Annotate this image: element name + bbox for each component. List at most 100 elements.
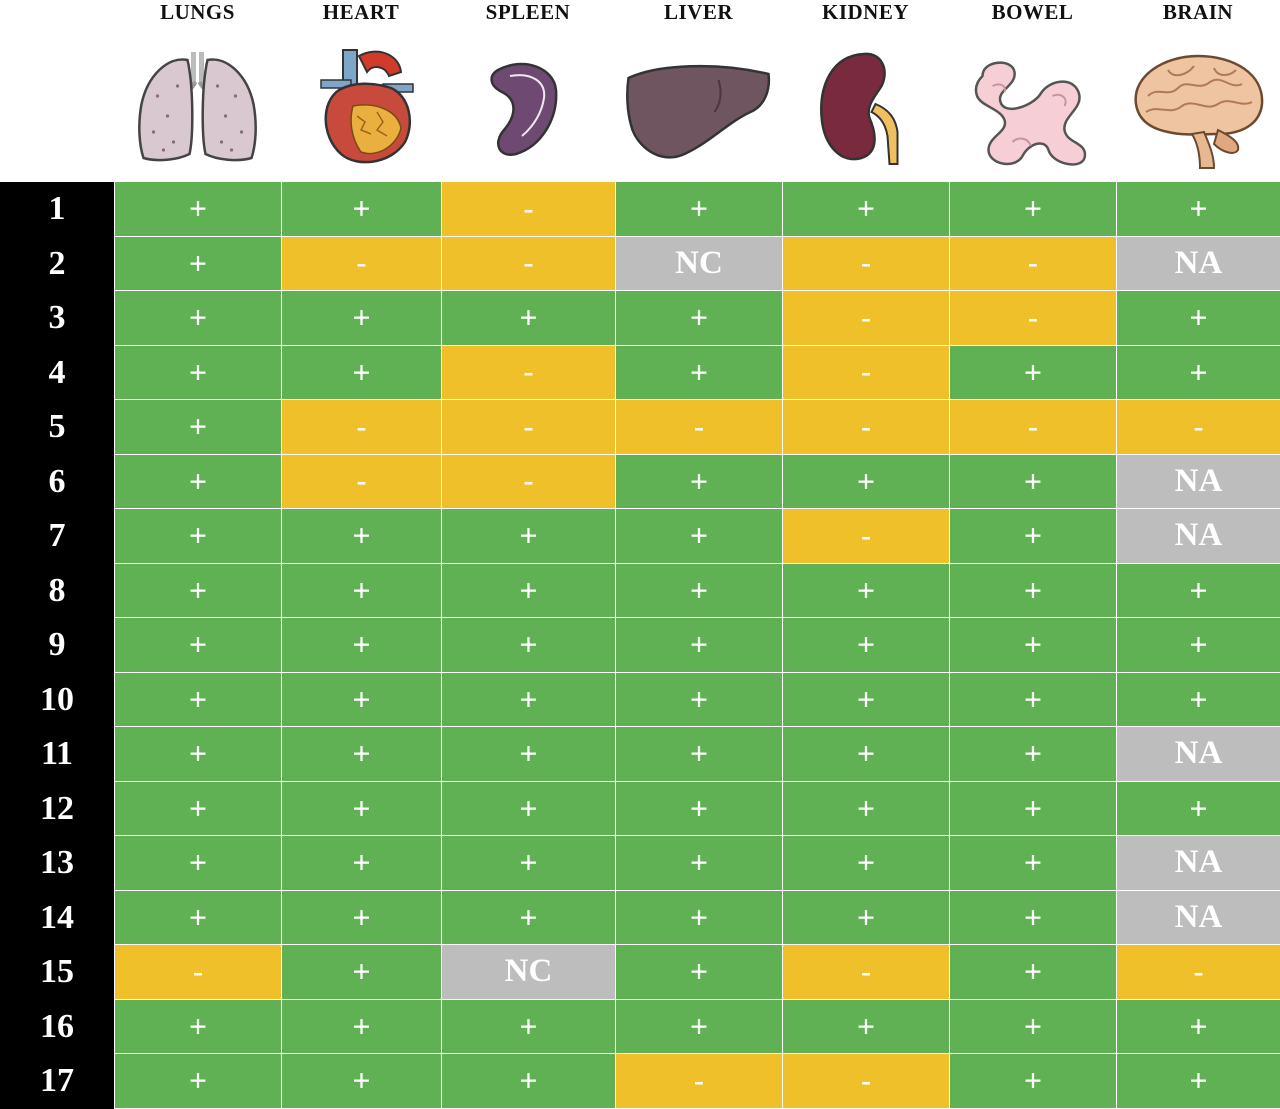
- result-cell-heart: -: [282, 236, 441, 290]
- result-cell-lungs: +: [115, 236, 281, 290]
- result-value: +: [188, 244, 208, 281]
- result-value: +: [352, 517, 371, 554]
- result-value: -: [861, 518, 871, 552]
- result-value: +: [856, 190, 876, 227]
- organ-name: HEART: [322, 0, 400, 24]
- table-row: 12 + + + + + + +: [0, 781, 1280, 836]
- result-value: +: [1189, 1007, 1208, 1044]
- result-value: +: [689, 953, 709, 990]
- result-cell-brain: NA: [1117, 890, 1280, 944]
- result-value: NA: [1174, 898, 1223, 935]
- result-cell-bowel: -: [950, 400, 1116, 454]
- column-header-brain: BRAIN: [1116, 0, 1280, 182]
- result-cell-kidney: -: [783, 945, 949, 999]
- result-value: -: [861, 355, 871, 389]
- result-value: +: [856, 898, 876, 935]
- result-cell-brain: +: [1117, 182, 1280, 236]
- row-label: 3: [0, 291, 114, 346]
- row-label: 16: [0, 999, 114, 1054]
- table-row: 7 + + + + - + NA: [0, 509, 1280, 564]
- result-value: +: [1023, 517, 1043, 554]
- result-value: +: [856, 462, 876, 499]
- result-cell-brain: NA: [1117, 727, 1280, 781]
- result-value: -: [523, 409, 534, 443]
- row-label: 4: [0, 345, 114, 400]
- result-value: +: [188, 680, 208, 717]
- result-value: +: [1189, 789, 1208, 826]
- result-value: +: [352, 626, 371, 663]
- result-cell-bowel: +: [950, 727, 1116, 781]
- result-value: NA: [1174, 244, 1223, 281]
- result-cell-lungs: -: [115, 945, 281, 999]
- result-value: +: [1023, 571, 1043, 608]
- table-row: 5 + - - - - - -: [0, 400, 1280, 455]
- result-value: -: [694, 1063, 704, 1097]
- result-value: +: [689, 462, 709, 499]
- result-value: +: [689, 844, 709, 881]
- result-cell-bowel: +: [950, 945, 1116, 999]
- row-label: 11: [0, 727, 114, 782]
- result-value: NA: [1174, 735, 1223, 772]
- brain-icon: [1116, 46, 1280, 170]
- result-value: +: [1189, 626, 1208, 663]
- table-row: 8 + + + + + + +: [0, 563, 1280, 618]
- row-label: 1: [0, 182, 114, 237]
- spleen-icon: [441, 46, 615, 170]
- result-cell-lungs: +: [115, 182, 281, 236]
- result-cell-kidney: +: [783, 563, 949, 617]
- result-value: +: [352, 299, 371, 336]
- result-cell-brain: +: [1117, 1054, 1280, 1108]
- row-label: 12: [0, 781, 114, 836]
- result-value: -: [356, 409, 367, 443]
- result-value: +: [689, 680, 709, 717]
- result-cell-brain: -: [1117, 945, 1280, 999]
- result-value: +: [1189, 299, 1208, 336]
- result-cell-bowel: +: [950, 454, 1116, 508]
- result-cell-bowel: -: [950, 236, 1116, 290]
- result-cell-brain: +: [1117, 563, 1280, 617]
- result-value: +: [352, 898, 371, 935]
- result-cell-liver: +: [616, 836, 782, 890]
- result-cell-liver: +: [616, 945, 782, 999]
- row-label: 15: [0, 945, 114, 1000]
- result-cell-brain: +: [1117, 291, 1280, 345]
- result-value: +: [519, 789, 538, 826]
- result-cell-bowel: +: [950, 1054, 1116, 1108]
- column-header-lungs: LUNGS: [114, 0, 281, 182]
- result-value: -: [861, 246, 871, 280]
- column-header-liver: LIVER: [615, 0, 782, 182]
- result-cell-bowel: +: [950, 999, 1116, 1053]
- result-value: +: [1189, 680, 1208, 717]
- result-cell-lungs: +: [115, 563, 281, 617]
- column-header-spleen: SPLEEN: [441, 0, 615, 182]
- result-value: -: [523, 191, 534, 225]
- result-value: +: [352, 953, 371, 990]
- result-cell-spleen: +: [442, 618, 615, 672]
- result-value: +: [689, 571, 709, 608]
- result-value: +: [188, 626, 208, 663]
- result-value: +: [519, 626, 538, 663]
- table-row: 13 + + + + + + NA: [0, 836, 1280, 891]
- result-cell-brain: +: [1117, 672, 1280, 726]
- result-value: +: [352, 844, 371, 881]
- result-cell-heart: -: [282, 400, 441, 454]
- result-cell-lungs: +: [115, 781, 281, 835]
- row-label: 17: [0, 1054, 114, 1109]
- result-value: +: [188, 353, 208, 390]
- organ-name: LUNGS: [160, 0, 235, 24]
- result-value: -: [523, 355, 534, 389]
- result-value: +: [1023, 1062, 1043, 1099]
- result-value: +: [1023, 680, 1043, 717]
- result-value: +: [856, 1007, 876, 1044]
- result-cell-liver: +: [616, 781, 782, 835]
- result-cell-spleen: -: [442, 345, 615, 399]
- result-cell-heart: +: [282, 727, 441, 781]
- result-value: +: [352, 1062, 371, 1099]
- result-cell-spleen: +: [442, 1054, 615, 1108]
- result-cell-liver: +: [616, 563, 782, 617]
- result-cell-spleen: +: [442, 291, 615, 345]
- organ-name: KIDNEY: [821, 0, 909, 24]
- result-value: +: [352, 735, 371, 772]
- result-value: -: [523, 464, 534, 498]
- result-cell-lungs: +: [115, 454, 281, 508]
